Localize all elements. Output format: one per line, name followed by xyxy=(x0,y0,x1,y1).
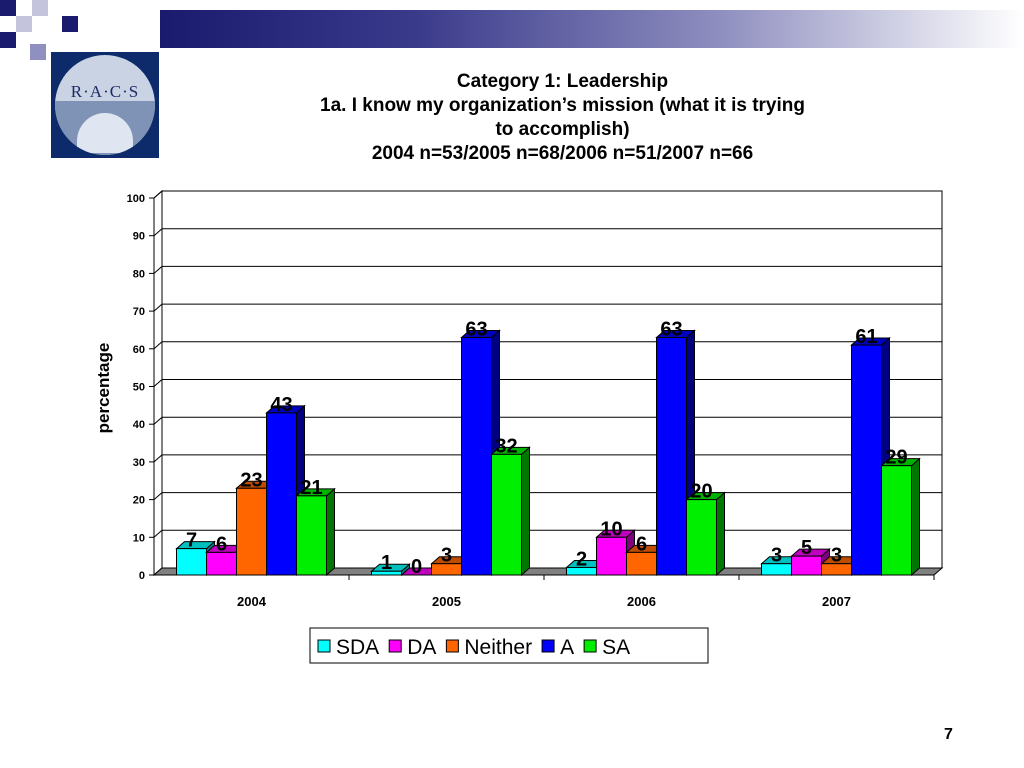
gridline xyxy=(153,379,163,387)
bar xyxy=(371,570,402,576)
bar xyxy=(266,412,297,576)
logo-emblem xyxy=(55,55,155,155)
bar xyxy=(491,453,522,576)
legend-swatch xyxy=(541,639,555,653)
legend-box xyxy=(309,627,709,664)
legend-swatch xyxy=(388,639,402,653)
y-tick-label: 100 xyxy=(127,193,145,205)
bar xyxy=(461,336,492,576)
y-tick-label: 40 xyxy=(133,419,145,431)
legend-label: SDA xyxy=(336,636,379,659)
chart-title-line: 1a. I know my organization’s mission (wh… xyxy=(320,95,805,116)
data-label: 6 xyxy=(636,533,647,555)
gridline xyxy=(153,190,163,199)
x-tick-label: 2004 xyxy=(237,594,267,609)
chart-title-line: Category 1: Leadership xyxy=(456,71,669,92)
gridline xyxy=(153,341,163,350)
legend-label: A xyxy=(560,636,574,659)
y-tick-label: 90 xyxy=(133,231,145,243)
data-label: 3 xyxy=(771,545,782,567)
y-tick-label: 0 xyxy=(139,570,145,582)
data-label: 6 xyxy=(216,533,227,555)
bar xyxy=(626,551,657,576)
gridline xyxy=(153,228,163,237)
data-label: 3 xyxy=(831,545,842,567)
decor-square xyxy=(62,16,78,32)
chart-title-line: 2004 n=53/2005 n=68/2006 n=51/2007 n=66 xyxy=(371,143,754,164)
bar-side xyxy=(326,487,335,577)
data-label: 23 xyxy=(240,469,262,491)
bar xyxy=(296,495,327,576)
decor-square xyxy=(16,16,32,32)
data-label: 0 xyxy=(411,556,422,578)
data-label: 5 xyxy=(801,537,812,559)
bar xyxy=(851,344,882,576)
gridline xyxy=(153,492,163,500)
gridline xyxy=(153,454,163,463)
data-label: 61 xyxy=(855,326,877,348)
data-label: 20 xyxy=(690,481,712,503)
y-tick-label: 30 xyxy=(133,457,145,469)
bar-side xyxy=(716,491,725,577)
x-tick-label: 2005 xyxy=(432,594,461,609)
data-label: 2 xyxy=(576,548,587,570)
y-tick-label: 50 xyxy=(133,382,145,394)
data-label: 43 xyxy=(270,394,292,416)
data-label: 63 xyxy=(465,318,487,340)
data-label: 1 xyxy=(381,552,392,574)
gridline xyxy=(153,303,163,312)
bar xyxy=(596,536,627,576)
data-label: 32 xyxy=(495,435,517,457)
decor-square xyxy=(32,0,48,16)
bar xyxy=(176,548,207,576)
data-label: 29 xyxy=(885,447,907,469)
legend-swatch xyxy=(317,639,331,653)
y-tick-label: 10 xyxy=(133,532,145,544)
bar xyxy=(206,551,237,576)
x-tick-label: 2006 xyxy=(627,594,656,609)
chart-title-line: to accomplish) xyxy=(495,119,630,140)
bar xyxy=(686,499,717,576)
gridline xyxy=(153,529,163,538)
data-label: 7 xyxy=(186,530,197,552)
bar xyxy=(236,487,267,576)
logo-text: R·A·C·S xyxy=(70,82,140,101)
legend-label: Neither xyxy=(464,636,532,659)
data-label: 10 xyxy=(600,518,622,540)
x-tick-label: 2007 xyxy=(822,594,851,609)
chart-title: Category 1: Leadership 1a. I know my org… xyxy=(250,70,875,166)
data-label: 63 xyxy=(660,318,682,340)
legend-swatch xyxy=(445,639,459,653)
legend-label: DA xyxy=(407,636,436,659)
page-number: 7 xyxy=(944,726,953,743)
bar xyxy=(656,336,687,576)
y-tick-label: 80 xyxy=(133,268,145,280)
legend-swatch xyxy=(583,639,597,653)
bar xyxy=(881,465,912,576)
y-tick-label: 70 xyxy=(133,306,145,318)
data-label: 21 xyxy=(300,477,322,499)
header-gradient-band xyxy=(160,10,1024,48)
bar-side xyxy=(521,446,530,577)
y-tick-label: 20 xyxy=(133,495,145,507)
decor-square xyxy=(0,32,16,48)
data-label: 3 xyxy=(441,545,452,567)
bar-side xyxy=(911,457,920,577)
y-tick-label: 60 xyxy=(133,344,145,356)
legend-label: SA xyxy=(602,636,630,659)
racs-logo: R·A·C·S xyxy=(51,52,159,158)
gridline xyxy=(153,416,163,425)
gridline xyxy=(153,266,163,274)
decor-square xyxy=(30,44,46,60)
decor-square xyxy=(0,0,16,16)
